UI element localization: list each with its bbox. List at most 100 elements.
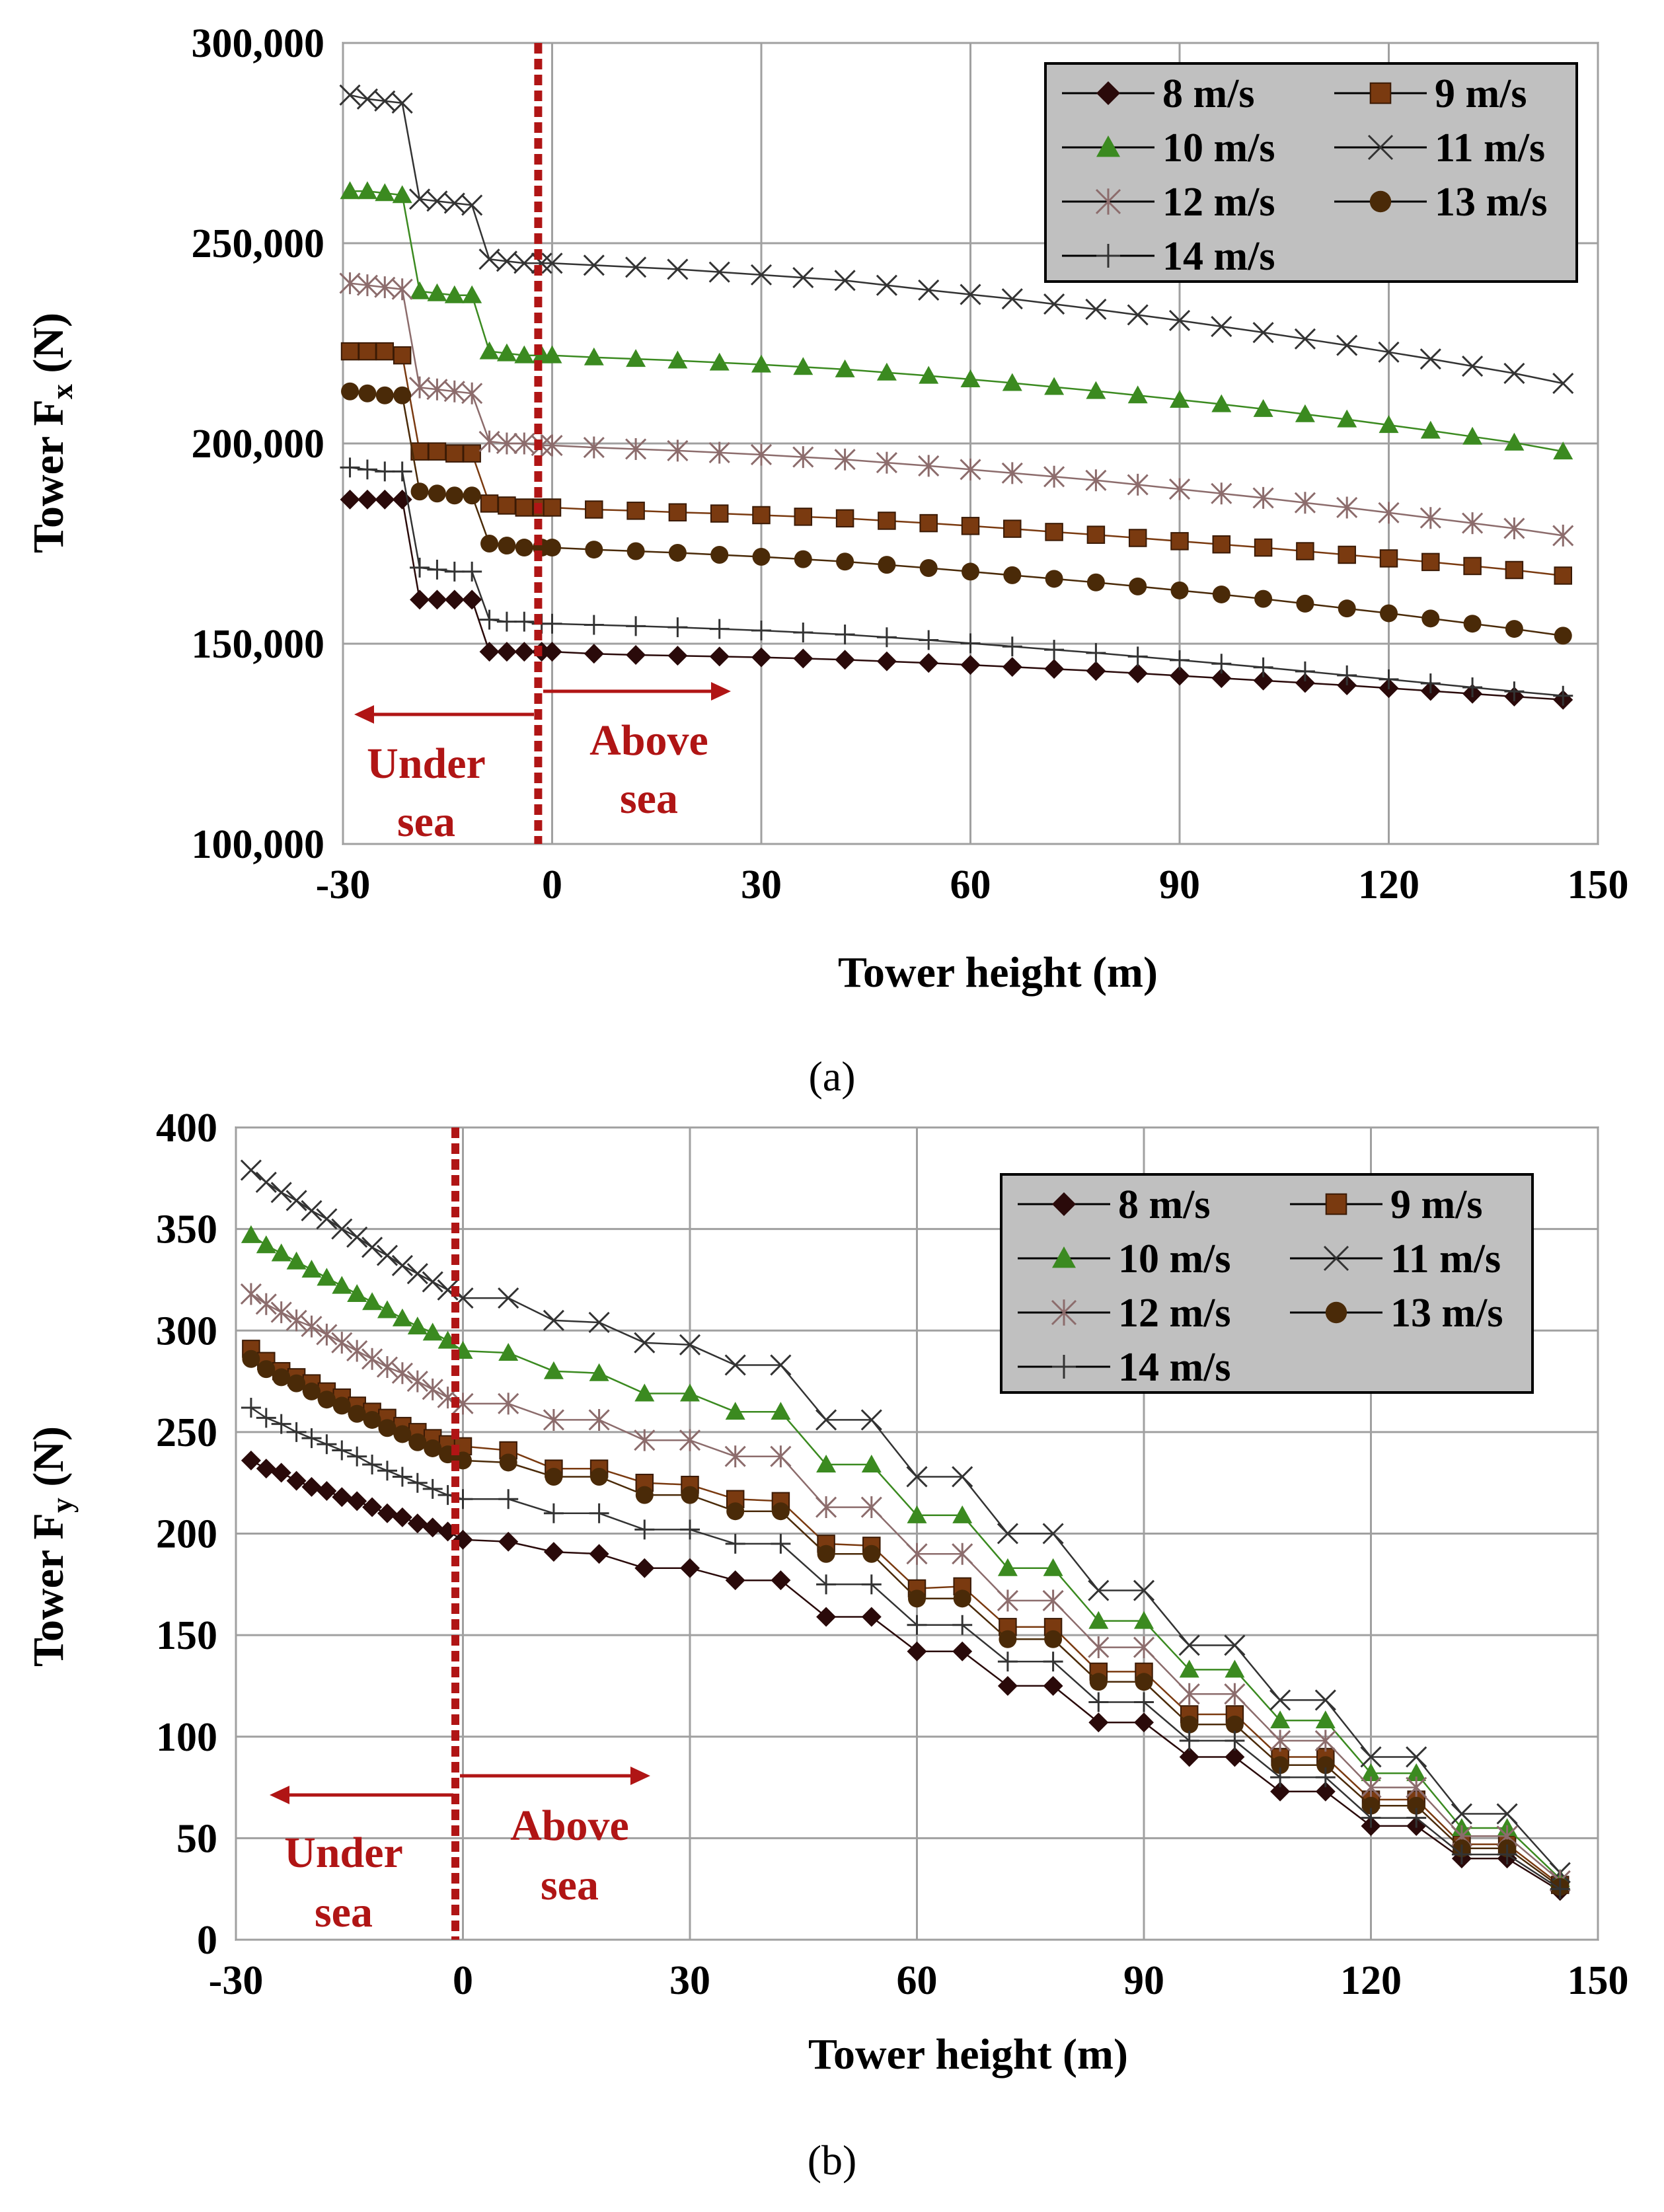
diamond-marker bbox=[1179, 1747, 1199, 1767]
star-marker bbox=[285, 1309, 307, 1332]
plus-marker bbox=[479, 609, 500, 630]
diamond-marker bbox=[340, 489, 360, 510]
star-marker bbox=[1252, 486, 1274, 509]
star-marker bbox=[634, 1429, 656, 1451]
star-marker bbox=[876, 451, 897, 474]
star-marker bbox=[255, 1293, 277, 1315]
x-marker bbox=[498, 1287, 519, 1309]
above-sea-label-line1: Above bbox=[589, 716, 708, 765]
diamond-marker bbox=[751, 647, 771, 667]
y-axis-title-unit: (N) bbox=[24, 313, 73, 384]
circle-marker bbox=[499, 1453, 517, 1472]
triangle-marker bbox=[1253, 399, 1273, 417]
square-marker bbox=[1170, 532, 1189, 551]
circle-marker bbox=[545, 1467, 563, 1486]
x-tick-label: 150 bbox=[1568, 1958, 1629, 2003]
star-marker bbox=[588, 1408, 610, 1431]
x-marker bbox=[1367, 134, 1394, 161]
star-marker bbox=[316, 1323, 338, 1346]
legend-label: 11 m/s bbox=[1390, 1237, 1501, 1281]
triangle-marker bbox=[1553, 441, 1573, 460]
x-marker bbox=[906, 1466, 928, 1488]
circle-marker bbox=[393, 1425, 412, 1443]
circle-marker bbox=[862, 1545, 881, 1563]
triangle-marker bbox=[1088, 1611, 1109, 1629]
y-tick-label: 250,000 bbox=[192, 221, 325, 266]
diamond-marker bbox=[1337, 675, 1357, 696]
plus-marker bbox=[496, 611, 517, 632]
triangle-marker bbox=[960, 369, 981, 388]
plus-marker bbox=[960, 633, 981, 654]
legend-item: 13 m/s bbox=[1334, 180, 1548, 225]
diamond-marker bbox=[861, 1607, 882, 1627]
star-marker bbox=[815, 1496, 837, 1519]
y-tick-label: 200 bbox=[156, 1512, 217, 1557]
x-marker bbox=[426, 190, 448, 212]
x-tick-label: 120 bbox=[1358, 862, 1419, 907]
circle-marker bbox=[585, 541, 603, 559]
circle-marker bbox=[498, 537, 516, 555]
star-marker bbox=[724, 1445, 746, 1468]
star-marker bbox=[583, 436, 605, 459]
diamond-marker bbox=[1270, 1781, 1291, 1802]
square-marker bbox=[1254, 538, 1273, 557]
star-marker bbox=[513, 432, 535, 455]
square-marker bbox=[1296, 542, 1314, 560]
square-marker bbox=[961, 517, 980, 535]
circle-marker bbox=[668, 543, 687, 562]
plus-marker bbox=[1504, 681, 1525, 702]
x-tick-label: 30 bbox=[741, 862, 782, 907]
square-marker bbox=[375, 342, 395, 361]
diamond-marker bbox=[1088, 1712, 1109, 1733]
x-marker bbox=[1323, 1245, 1349, 1272]
diamond-marker bbox=[626, 644, 646, 665]
diamond-marker bbox=[1052, 1192, 1076, 1216]
circle-marker bbox=[1045, 570, 1063, 588]
square-marker bbox=[1379, 549, 1398, 568]
circle-marker bbox=[393, 386, 412, 404]
diamond-marker bbox=[317, 1480, 337, 1501]
circle-marker bbox=[445, 486, 464, 505]
x-marker bbox=[374, 90, 396, 112]
star-marker bbox=[770, 1445, 792, 1468]
legend-item: 10 m/s bbox=[1018, 1237, 1231, 1281]
triangle-marker bbox=[462, 285, 482, 303]
above-sea-arrowhead bbox=[630, 1767, 650, 1785]
x-marker bbox=[270, 1182, 292, 1203]
star-marker bbox=[543, 1408, 564, 1431]
star-marker bbox=[1088, 1636, 1110, 1659]
y-tick-labels: 0 50 100 150 200 250 300 350 400 bbox=[156, 1106, 217, 1963]
x-marker bbox=[1419, 348, 1441, 370]
y-tick-label: 200,000 bbox=[192, 422, 325, 467]
triangle-marker bbox=[589, 1363, 609, 1381]
plus-marker bbox=[1002, 636, 1022, 657]
diamond-marker bbox=[793, 648, 813, 669]
star-marker bbox=[750, 443, 773, 466]
triangle-marker bbox=[919, 365, 939, 384]
triangle-marker bbox=[725, 1402, 745, 1420]
circle-marker bbox=[1225, 1715, 1244, 1734]
square-marker bbox=[393, 346, 412, 365]
x-marker bbox=[376, 1244, 398, 1266]
square-marker bbox=[794, 508, 813, 526]
triangle-marker bbox=[1361, 1763, 1381, 1782]
x-marker bbox=[625, 256, 647, 278]
x-marker bbox=[960, 284, 981, 305]
legend-label: 14 m/s bbox=[1162, 234, 1275, 279]
triangle-marker bbox=[876, 362, 897, 381]
square-marker bbox=[626, 502, 645, 520]
circle-marker bbox=[1463, 615, 1482, 633]
plus-marker bbox=[542, 613, 562, 634]
circle-marker bbox=[1135, 1673, 1153, 1691]
circle-marker bbox=[1212, 585, 1230, 603]
x-marker bbox=[679, 1334, 701, 1355]
diamond-marker bbox=[410, 590, 430, 610]
star-marker bbox=[625, 438, 647, 460]
star-marker bbox=[478, 430, 500, 453]
circle-marker bbox=[408, 1433, 427, 1451]
x-marker bbox=[1406, 1746, 1427, 1768]
square-marker bbox=[1128, 529, 1147, 547]
star-marker bbox=[792, 446, 814, 469]
plus-marker bbox=[584, 615, 604, 635]
x-tick-label: 60 bbox=[897, 1958, 938, 2003]
